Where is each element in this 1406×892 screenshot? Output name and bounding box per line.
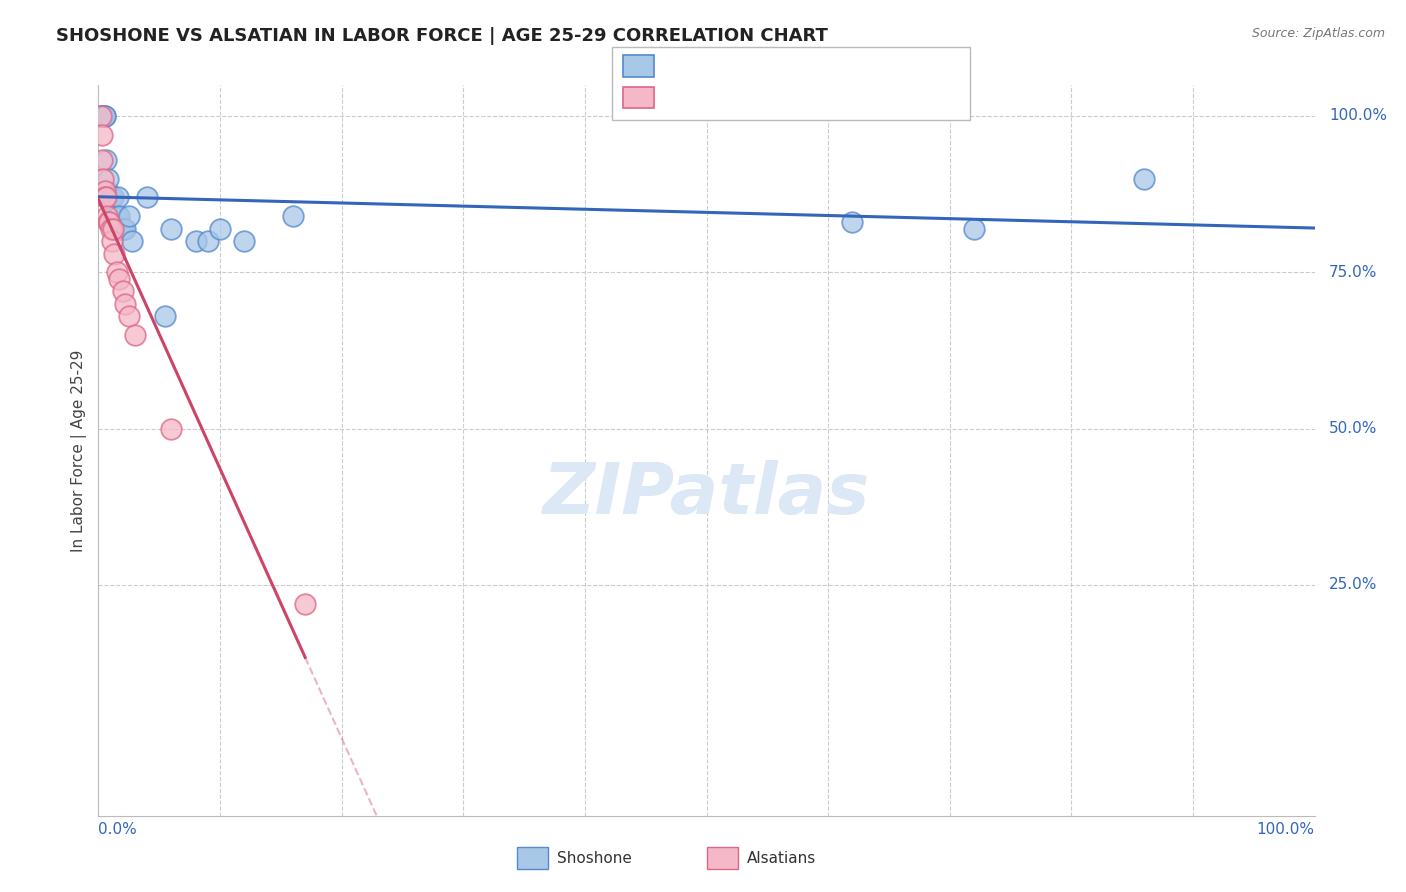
- Point: [107, 190, 129, 204]
- Point: [100, 221, 122, 235]
- Point: [841, 215, 863, 229]
- Point: [105, 265, 128, 279]
- Text: Shoshone: Shoshone: [557, 851, 631, 865]
- Point: [197, 234, 219, 248]
- Point: [93, 184, 115, 198]
- Y-axis label: In Labor Force | Age 25-29: In Labor Force | Age 25-29: [72, 350, 87, 551]
- Point: [124, 327, 146, 342]
- Point: [93, 190, 115, 204]
- Point: [91, 109, 114, 123]
- Point: [90, 109, 112, 123]
- Point: [209, 221, 232, 235]
- Point: [97, 171, 120, 186]
- Point: [93, 109, 115, 123]
- Text: 0.0%: 0.0%: [98, 822, 138, 837]
- Point: [281, 209, 304, 223]
- Point: [94, 190, 117, 204]
- Text: R = -0.529   N = 22: R = -0.529 N = 22: [662, 88, 852, 106]
- Point: [96, 209, 118, 223]
- Point: [96, 184, 118, 198]
- Point: [98, 215, 121, 229]
- Point: [110, 221, 132, 235]
- Point: [111, 284, 134, 298]
- Point: [160, 421, 183, 435]
- Point: [233, 234, 256, 248]
- Point: [108, 209, 131, 223]
- Point: [108, 271, 131, 285]
- Point: [114, 221, 136, 235]
- Point: [1133, 171, 1156, 186]
- Point: [105, 209, 128, 223]
- Text: SHOSHONE VS ALSATIAN IN LABOR FORCE | AGE 25-29 CORRELATION CHART: SHOSHONE VS ALSATIAN IN LABOR FORCE | AG…: [56, 27, 828, 45]
- Point: [91, 128, 114, 142]
- Point: [121, 234, 143, 248]
- Point: [111, 221, 134, 235]
- Point: [94, 153, 117, 167]
- Text: 25.0%: 25.0%: [1329, 577, 1378, 592]
- Point: [110, 221, 132, 235]
- Text: ZIPatlas: ZIPatlas: [543, 460, 870, 529]
- Point: [100, 190, 122, 204]
- Point: [118, 309, 141, 323]
- Text: R =   0.181   N = 34: R = 0.181 N = 34: [662, 57, 862, 75]
- Point: [114, 296, 136, 310]
- Point: [91, 171, 114, 186]
- Point: [97, 215, 120, 229]
- Point: [93, 109, 115, 123]
- Text: 100.0%: 100.0%: [1329, 109, 1388, 123]
- Point: [118, 209, 141, 223]
- Text: 75.0%: 75.0%: [1329, 265, 1378, 280]
- Text: Alsatians: Alsatians: [747, 851, 815, 865]
- Text: Source: ZipAtlas.com: Source: ZipAtlas.com: [1251, 27, 1385, 40]
- Text: 50.0%: 50.0%: [1329, 421, 1378, 436]
- Point: [98, 190, 121, 204]
- Point: [91, 109, 114, 123]
- Point: [963, 221, 986, 235]
- Point: [136, 190, 159, 204]
- Point: [101, 234, 124, 248]
- Point: [103, 209, 125, 223]
- Point: [101, 221, 124, 235]
- Point: [184, 234, 207, 248]
- Point: [101, 209, 124, 223]
- Text: 100.0%: 100.0%: [1257, 822, 1315, 837]
- Point: [155, 309, 177, 323]
- Point: [160, 221, 183, 235]
- Point: [101, 190, 124, 204]
- Point: [91, 109, 114, 123]
- Point: [294, 597, 316, 611]
- Point: [103, 246, 125, 260]
- Point: [91, 153, 114, 167]
- Point: [90, 109, 112, 123]
